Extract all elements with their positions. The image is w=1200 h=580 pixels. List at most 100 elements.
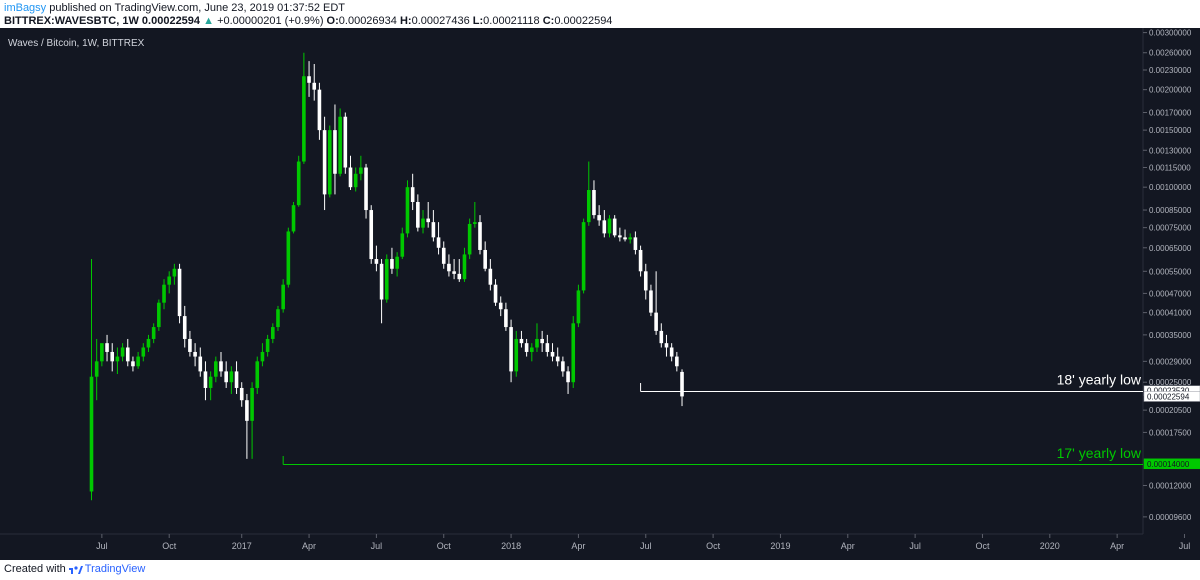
candle-body	[229, 371, 234, 383]
candle-body	[561, 361, 565, 372]
y-tick-label: 0.00041000	[1149, 309, 1192, 318]
candle-body	[473, 222, 477, 224]
candle-body	[535, 338, 539, 348]
candle-body	[125, 347, 130, 362]
y-tick-label: 0.00170000	[1149, 109, 1192, 118]
candle-body	[162, 284, 166, 303]
x-tick-label: Apr	[1110, 541, 1124, 551]
candle-body	[157, 302, 161, 328]
candle-body	[618, 235, 622, 238]
x-tick-label: Jul	[96, 541, 108, 551]
close-label: C:	[542, 15, 555, 27]
created-with: Created with TradingView	[4, 563, 145, 575]
price-label-text: 0.00022594	[1147, 392, 1190, 401]
x-tick-label: 2018	[501, 541, 521, 551]
y-tick-label: 0.00012000	[1149, 481, 1192, 490]
candle-body	[550, 351, 555, 357]
candle-body	[447, 263, 451, 272]
candle-body	[576, 290, 581, 324]
candle-body	[333, 130, 337, 174]
symbol-label: BITTREX:WAVESBTC, 1W	[4, 15, 139, 27]
candle-body	[100, 343, 104, 362]
candle-body	[245, 400, 249, 421]
candle-body	[581, 222, 586, 291]
candle-body	[322, 130, 327, 195]
y-tick-label: 0.00055000	[1149, 267, 1192, 276]
candle-body	[203, 371, 208, 388]
candle-body	[105, 343, 109, 352]
candle-body	[462, 254, 467, 280]
candle-body	[602, 220, 607, 234]
candle-body	[374, 259, 379, 264]
x-tick-label: 2020	[1040, 541, 1060, 551]
candle-body	[524, 343, 529, 352]
x-tick-label: Oct	[706, 541, 721, 551]
candle-body	[519, 338, 524, 344]
y-tick-label: 0.00085000	[1149, 206, 1192, 215]
candle-body	[555, 356, 560, 362]
y-tick-label: 0.00047000	[1149, 289, 1192, 298]
candle-body	[509, 327, 513, 372]
x-tick-label: Jul	[1179, 541, 1191, 551]
candle-body	[592, 190, 596, 216]
candle-body	[566, 371, 570, 383]
candle-body	[571, 323, 576, 383]
candle-body	[343, 116, 348, 168]
high-label: H:	[399, 15, 412, 27]
candle-body	[488, 268, 493, 285]
candle-body	[597, 215, 601, 221]
candle-body	[669, 347, 674, 357]
x-tick-label: Apr	[571, 541, 585, 551]
chart-background	[0, 28, 1200, 560]
candle-body	[628, 237, 633, 240]
candle-body	[182, 316, 187, 339]
candle-body	[312, 82, 317, 90]
candle-body	[265, 338, 270, 352]
candle-body	[188, 338, 192, 352]
created-text: Created with	[4, 563, 66, 575]
y-tick-label: 0.00260000	[1149, 49, 1192, 58]
candle-body	[441, 247, 446, 264]
y-tick-label: 0.00150000	[1149, 126, 1192, 135]
y-tick-label: 0.00300000	[1149, 29, 1192, 38]
candle-body	[530, 347, 534, 352]
candle-body	[146, 338, 151, 348]
candle-body	[120, 347, 125, 357]
candle-body	[607, 218, 612, 234]
chart-area[interactable]: Waves / Bitcoin, 1W, BITTREX 0.00300000 0.…	[0, 28, 1200, 560]
open-value: 0.00026934	[338, 15, 397, 27]
candle-body	[338, 116, 342, 174]
x-tick-label: Jul	[371, 541, 383, 551]
candle-body	[198, 356, 203, 372]
candle-body	[359, 167, 363, 174]
open-label: O:	[326, 15, 339, 27]
author-link[interactable]: imBagsy	[4, 2, 47, 14]
candle-body	[177, 268, 182, 317]
low-value: 0.00021118	[483, 15, 540, 27]
price-chart[interactable]: Waves / Bitcoin, 1W, BITTREX 0.00300000 0.…	[0, 28, 1200, 560]
yearly-low-label: 18' yearly low	[1057, 372, 1142, 388]
candle-body	[421, 218, 425, 228]
candle-body	[483, 249, 487, 269]
candle-body	[281, 284, 285, 310]
candle-body	[395, 256, 399, 269]
y-tick-label: 0.00029000	[1149, 357, 1192, 366]
y-tick-label: 0.00100000	[1149, 183, 1192, 192]
tradingview-brand[interactable]: TradingView	[84, 563, 146, 575]
publish-text: published on TradingView.com, June 23, 2…	[49, 2, 346, 14]
candle-body	[167, 276, 171, 285]
y-tick-label: 0.00075000	[1149, 224, 1192, 233]
candle-body	[675, 356, 679, 367]
candle-body	[643, 271, 648, 291]
candle-body	[239, 387, 244, 401]
candle-body	[250, 387, 254, 421]
candle-body	[478, 222, 482, 250]
y-tick-label: 0.00009600	[1149, 513, 1192, 522]
up-arrow-icon: ▲	[203, 15, 214, 27]
candle-body	[271, 327, 275, 339]
candle-body	[219, 361, 223, 372]
candle-body	[136, 356, 140, 367]
candle-body	[260, 351, 265, 362]
y-tick-label: 0.00230000	[1149, 66, 1192, 75]
candle-body	[296, 161, 301, 206]
